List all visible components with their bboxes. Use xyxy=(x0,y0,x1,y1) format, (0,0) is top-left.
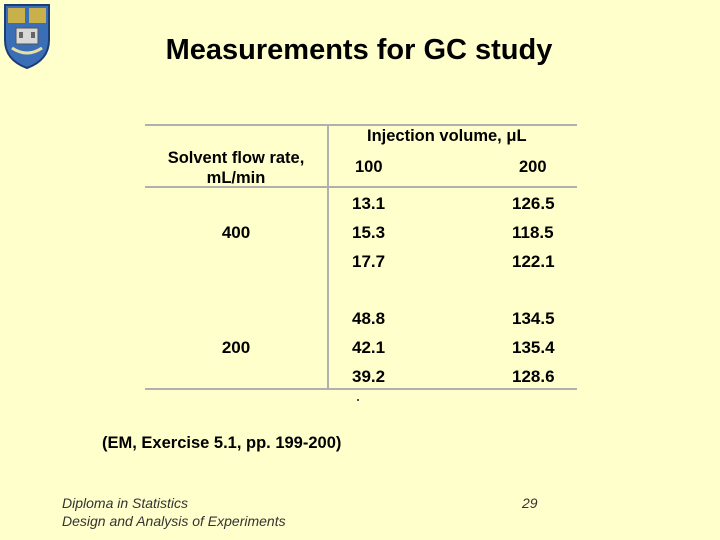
table-cell: 134.5 xyxy=(512,309,555,328)
page-number: 29 xyxy=(522,495,538,511)
table-cell: 126.5 xyxy=(512,194,555,213)
table-cell: 15.3 xyxy=(352,223,386,242)
source-reference: (EM, Exercise 5.1, pp. 199-200) xyxy=(102,434,342,452)
stray-dot xyxy=(357,399,359,401)
footer-line-1: Diploma in Statistics xyxy=(62,495,189,511)
table-cell: 118.5 xyxy=(512,223,554,242)
slide-title: Measurements for GC study xyxy=(165,34,553,66)
table-cell: 48.8 xyxy=(352,309,386,328)
footer-line-2: Design and Analysis of Experiments xyxy=(62,513,286,529)
table-cell: 17.7 xyxy=(352,252,386,271)
table-cell: 135.4 xyxy=(512,338,555,357)
measurements-table: Solvent flow rate, mL/min Injection volu… xyxy=(145,124,577,390)
table-cell: 39.2 xyxy=(352,367,386,386)
column-header-200: 200 xyxy=(519,158,547,176)
university-crest-logo xyxy=(4,4,50,70)
column-header-100: 100 xyxy=(355,158,383,176)
table-header-rule xyxy=(145,186,577,188)
flow-rate-200: 200 xyxy=(221,338,251,357)
table-cell: 13.1 xyxy=(352,194,386,213)
table-cell: 122.1 xyxy=(512,252,555,271)
table-top-rule xyxy=(145,124,577,126)
table-vertical-divider xyxy=(327,124,329,390)
table-cell: 128.6 xyxy=(512,367,555,386)
table-cell: 42.1 xyxy=(352,338,386,357)
column-group-header: Injection volume, μL xyxy=(367,127,527,145)
footer-course-info: Diploma in Statistics Design and Analysi… xyxy=(62,494,286,530)
row-header: Solvent flow rate, mL/min xyxy=(167,149,305,187)
table-bottom-rule xyxy=(145,388,577,390)
flow-rate-400: 400 xyxy=(221,223,251,242)
